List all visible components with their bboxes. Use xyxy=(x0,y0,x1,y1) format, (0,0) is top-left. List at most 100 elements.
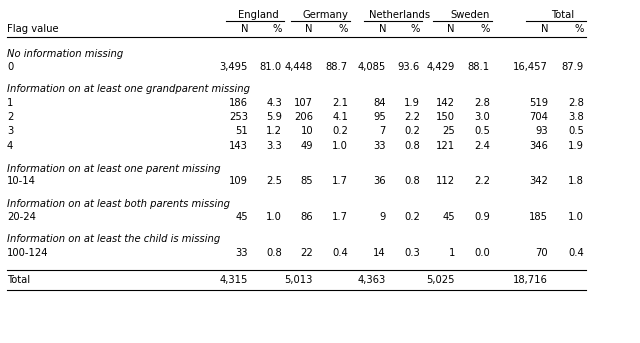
Text: 2.2: 2.2 xyxy=(474,177,490,187)
Text: 4.1: 4.1 xyxy=(332,112,348,122)
Text: 84: 84 xyxy=(374,97,386,107)
Text: 85: 85 xyxy=(300,177,313,187)
Text: 3,495: 3,495 xyxy=(220,62,248,72)
Text: N: N xyxy=(378,24,386,34)
Text: 1: 1 xyxy=(449,248,455,258)
Text: 1.9: 1.9 xyxy=(404,97,420,107)
Text: 1.9: 1.9 xyxy=(568,141,584,151)
Text: 3.0: 3.0 xyxy=(474,112,490,122)
Text: 3.3: 3.3 xyxy=(266,141,282,151)
Text: 109: 109 xyxy=(229,177,248,187)
Text: 107: 107 xyxy=(294,97,313,107)
Text: 0.4: 0.4 xyxy=(332,248,348,258)
Text: Information on at least the child is missing: Information on at least the child is mis… xyxy=(7,235,220,245)
Text: 18,716: 18,716 xyxy=(513,275,548,285)
Text: 88.7: 88.7 xyxy=(326,62,348,72)
Text: 1.2: 1.2 xyxy=(266,127,282,137)
Text: 5,013: 5,013 xyxy=(285,275,313,285)
Text: 5,025: 5,025 xyxy=(426,275,455,285)
Text: 0: 0 xyxy=(7,62,13,72)
Text: 0.4: 0.4 xyxy=(568,248,584,258)
Text: Total: Total xyxy=(552,10,575,20)
Text: 346: 346 xyxy=(529,141,548,151)
Text: 4.3: 4.3 xyxy=(266,97,282,107)
Text: 25: 25 xyxy=(442,127,455,137)
Text: 45: 45 xyxy=(442,212,455,222)
Text: Information on at least one grandparent missing: Information on at least one grandparent … xyxy=(7,84,250,95)
Text: 185: 185 xyxy=(529,212,548,222)
Text: 88.1: 88.1 xyxy=(468,62,490,72)
Text: %: % xyxy=(481,24,490,34)
Text: 1.0: 1.0 xyxy=(332,141,348,151)
Text: 2: 2 xyxy=(7,112,13,122)
Text: 4,448: 4,448 xyxy=(285,62,313,72)
Text: 142: 142 xyxy=(436,97,455,107)
Text: 4: 4 xyxy=(7,141,13,151)
Text: England: England xyxy=(237,10,278,20)
Text: 2.2: 2.2 xyxy=(404,112,420,122)
Text: 0.5: 0.5 xyxy=(568,127,584,137)
Text: 81.0: 81.0 xyxy=(260,62,282,72)
Text: 45: 45 xyxy=(236,212,248,222)
Text: %: % xyxy=(339,24,348,34)
Text: N: N xyxy=(447,24,455,34)
Text: 342: 342 xyxy=(529,177,548,187)
Text: %: % xyxy=(273,24,282,34)
Text: %: % xyxy=(411,24,420,34)
Text: Total: Total xyxy=(7,275,30,285)
Text: Germany: Germany xyxy=(302,10,348,20)
Text: 9: 9 xyxy=(380,212,386,222)
Text: 0.0: 0.0 xyxy=(474,248,490,258)
Text: 253: 253 xyxy=(229,112,248,122)
Text: 143: 143 xyxy=(229,141,248,151)
Text: Netherlands: Netherlands xyxy=(369,10,431,20)
Text: 2.4: 2.4 xyxy=(474,141,490,151)
Text: 93.6: 93.6 xyxy=(397,62,420,72)
Text: 0.8: 0.8 xyxy=(404,177,420,187)
Text: Information on at least one parent missing: Information on at least one parent missi… xyxy=(7,164,221,174)
Text: 186: 186 xyxy=(229,97,248,107)
Text: 1.0: 1.0 xyxy=(568,212,584,222)
Text: 0.8: 0.8 xyxy=(404,141,420,151)
Text: 519: 519 xyxy=(529,97,548,107)
Text: 1: 1 xyxy=(7,97,13,107)
Text: 93: 93 xyxy=(536,127,548,137)
Text: 5.9: 5.9 xyxy=(266,112,282,122)
Text: 1.7: 1.7 xyxy=(332,212,348,222)
Text: 10: 10 xyxy=(300,127,313,137)
Text: 0.9: 0.9 xyxy=(474,212,490,222)
Text: 206: 206 xyxy=(294,112,313,122)
Text: 0.2: 0.2 xyxy=(404,212,420,222)
Text: 1.7: 1.7 xyxy=(332,177,348,187)
Text: 0.5: 0.5 xyxy=(474,127,490,137)
Text: No information missing: No information missing xyxy=(7,49,124,59)
Text: 87.9: 87.9 xyxy=(562,62,584,72)
Text: 4,363: 4,363 xyxy=(358,275,386,285)
Text: 36: 36 xyxy=(373,177,386,187)
Text: 2.8: 2.8 xyxy=(474,97,490,107)
Text: 22: 22 xyxy=(300,248,313,258)
Text: 20-24: 20-24 xyxy=(7,212,36,222)
Text: 4,429: 4,429 xyxy=(427,62,455,72)
Text: 10-14: 10-14 xyxy=(7,177,36,187)
Text: 2.8: 2.8 xyxy=(568,97,584,107)
Text: N: N xyxy=(541,24,548,34)
Text: 95: 95 xyxy=(373,112,386,122)
Text: 2.5: 2.5 xyxy=(266,177,282,187)
Text: 86: 86 xyxy=(300,212,313,222)
Text: 49: 49 xyxy=(300,141,313,151)
Text: 0.3: 0.3 xyxy=(404,248,420,258)
Text: 0.2: 0.2 xyxy=(332,127,348,137)
Text: %: % xyxy=(575,24,584,34)
Text: 51: 51 xyxy=(236,127,248,137)
Text: 16,457: 16,457 xyxy=(513,62,548,72)
Text: 1.0: 1.0 xyxy=(266,212,282,222)
Text: Information on at least both parents missing: Information on at least both parents mis… xyxy=(7,199,230,209)
Text: 100-124: 100-124 xyxy=(7,248,49,258)
Text: 121: 121 xyxy=(436,141,455,151)
Text: Sweden: Sweden xyxy=(451,10,490,20)
Text: 4,315: 4,315 xyxy=(220,275,248,285)
Text: 33: 33 xyxy=(236,248,248,258)
Text: 2.1: 2.1 xyxy=(332,97,348,107)
Text: 7: 7 xyxy=(380,127,386,137)
